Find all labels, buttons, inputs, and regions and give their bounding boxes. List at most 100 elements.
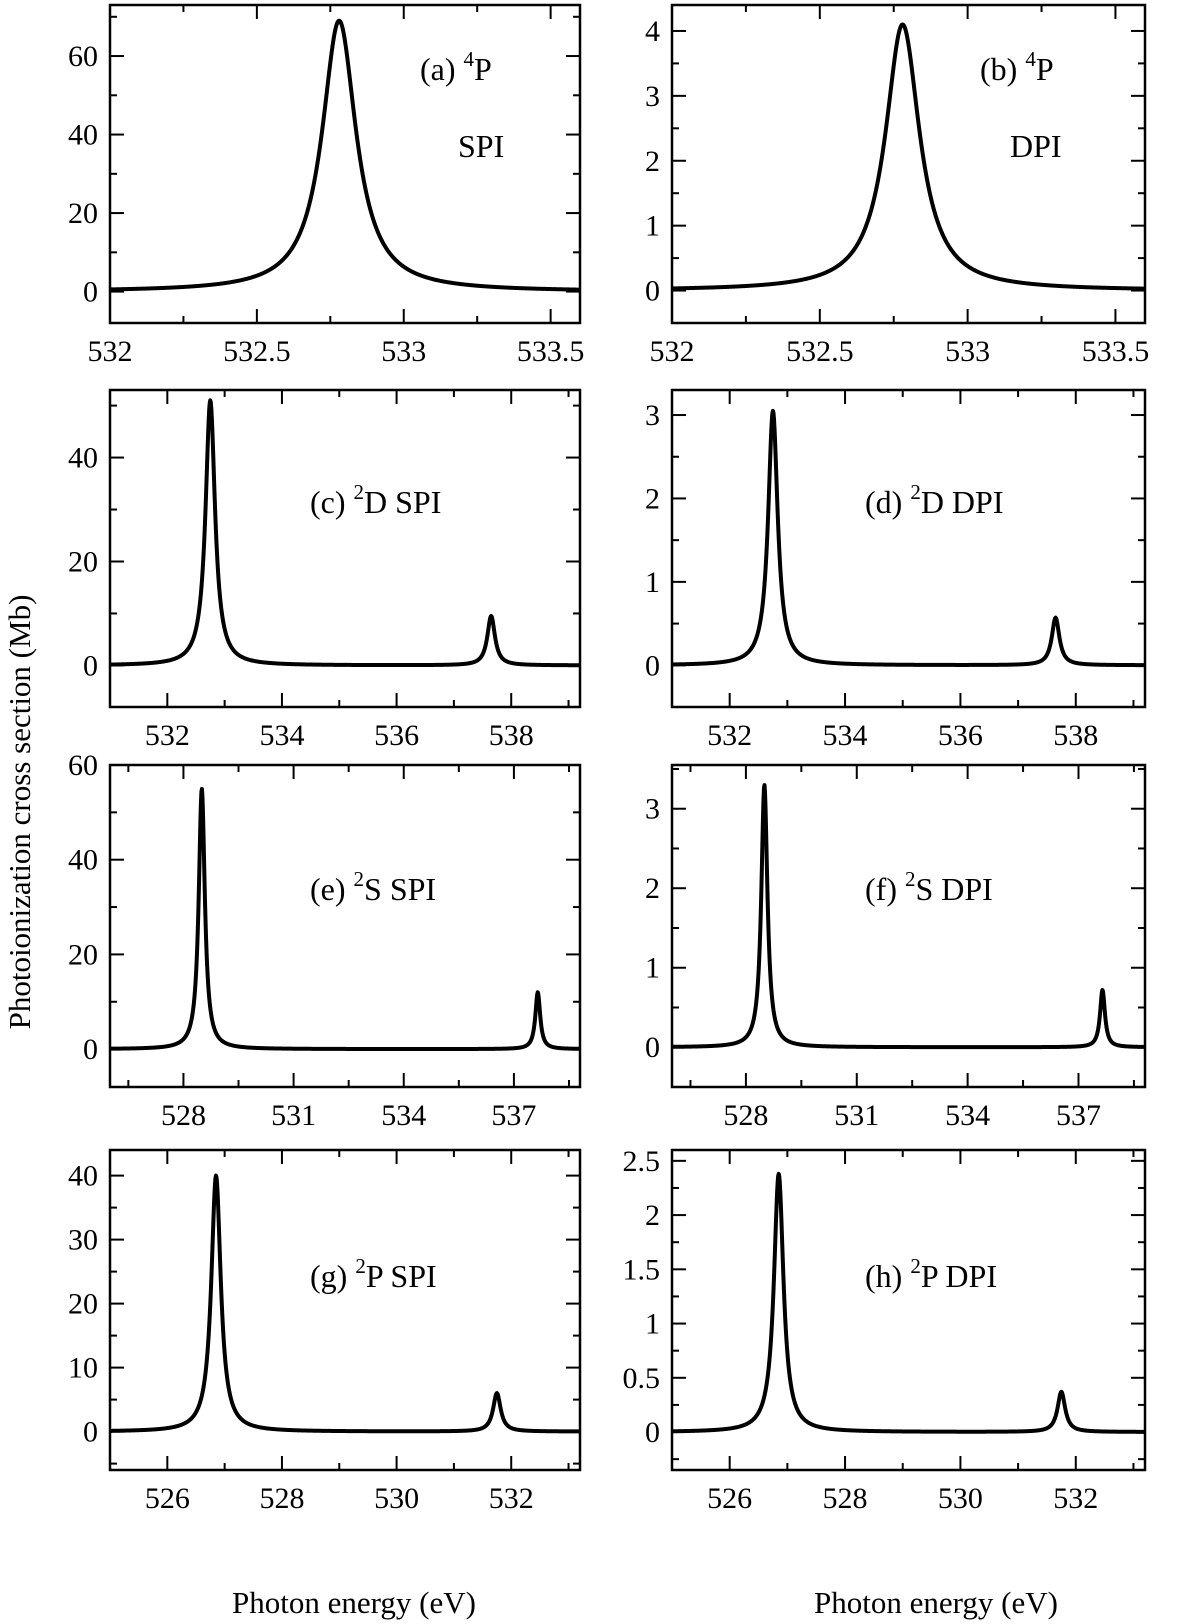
y-tick-label: 0	[83, 649, 98, 682]
x-tick-label: 536	[374, 719, 419, 752]
panel-annotation-method: DPI	[1010, 128, 1062, 164]
y-tick-label: 2	[645, 482, 660, 515]
spectrum-line	[670, 22, 1147, 291]
panel-annotation: (f) 2S DPI	[865, 867, 993, 907]
x-tick-label: 530	[938, 1482, 983, 1515]
plot-frame	[670, 1148, 1147, 1472]
x-tick-label: 526	[707, 1482, 752, 1515]
y-tick-label: 2	[645, 872, 660, 905]
y-axis-title: Photoionization cross section (Mb)	[2, 595, 37, 1030]
x-tick-label: 528	[161, 1099, 206, 1132]
x-tick-label: 532	[650, 335, 695, 368]
spectrum-line	[108, 786, 582, 1052]
panel-annotation-method: SPI	[458, 128, 504, 164]
plot-frame	[670, 763, 1147, 1089]
x-tick-label: 526	[145, 1482, 190, 1515]
y-tick-label: 1	[645, 1308, 660, 1341]
x-tick-label: 532.5	[223, 335, 291, 368]
x-tick-label: 537	[491, 1099, 536, 1132]
y-tick-label: 60	[68, 40, 98, 73]
spectrum-line	[108, 1173, 582, 1434]
y-tick-label: 20	[68, 197, 98, 230]
y-tick-label: 0	[83, 276, 98, 309]
panel-a: 532 532.5 533 533.5 0 20 40 60 (a) 4P SPI	[68, 3, 585, 368]
x-tick-label: 532	[489, 1482, 534, 1515]
y-tick-label: 0	[83, 1416, 98, 1449]
panel-annotation: (b) 4P	[980, 47, 1054, 87]
x-tick-label: 532	[145, 719, 190, 752]
spectrum-line	[108, 398, 582, 668]
panel-annotation: (g) 2P SPI	[310, 1254, 437, 1294]
x-tick-label: 528	[823, 1482, 868, 1515]
y-tick-label: 0	[83, 1033, 98, 1066]
y-tick-label: 10	[68, 1352, 98, 1385]
x-tick-label: 537	[1056, 1099, 1101, 1132]
y-tick-label: 40	[68, 844, 98, 877]
y-tick-label: 3	[645, 399, 660, 432]
y-tick-label: 2	[645, 145, 660, 178]
x-axis-title-left: Photon energy (eV)	[232, 1585, 476, 1620]
x-tick-label: 533	[945, 335, 990, 368]
y-tick-label: 0	[645, 1031, 660, 1064]
x-tick-label: 532	[707, 719, 752, 752]
x-axis-title-right: Photon energy (eV)	[814, 1585, 1058, 1620]
x-tick-label: 531	[271, 1099, 316, 1132]
y-tick-label: 20	[68, 545, 98, 578]
x-tick-label: 534	[945, 1099, 990, 1132]
spectrum-line	[670, 408, 1147, 668]
x-tick-label: 528	[723, 1099, 768, 1132]
y-tick-label: 2.5	[623, 1145, 661, 1178]
panel-c: 532 534 536 538 0 20 40 (c) 2D SPI	[68, 388, 582, 752]
x-tick-label: 533.5	[1082, 335, 1150, 368]
y-tick-label: 20	[68, 938, 98, 971]
spectrum-line	[670, 783, 1147, 1050]
panel-h: 526 528 530 532 0 0.5 1 1.5 2 2.5 (h) 2P DPI	[623, 1145, 1147, 1515]
x-tick-label: 534	[823, 719, 868, 752]
panel-annotation: (h) 2P DPI	[865, 1254, 997, 1294]
y-tick-label: 3	[645, 80, 660, 113]
plot-frame	[108, 388, 582, 709]
panel-e: 528 531 534 537 0 20 40 60 (e) 2S SPI	[68, 749, 582, 1132]
plot-frame	[108, 1148, 582, 1472]
y-tick-label: 0	[645, 649, 660, 682]
y-tick-label: 0.5	[623, 1362, 661, 1395]
y-tick-label: 1	[645, 952, 660, 985]
x-tick-label: 532	[88, 335, 133, 368]
y-tick-label: 40	[68, 1160, 98, 1193]
plot-frame	[108, 763, 582, 1089]
y-tick-label: 4	[645, 15, 660, 48]
panel-annotation: (e) 2S SPI	[310, 867, 436, 907]
x-tick-label: 532	[1053, 1482, 1098, 1515]
y-tick-label: 60	[68, 749, 98, 782]
plot-frame	[670, 3, 1147, 325]
y-tick-label: 0	[645, 275, 660, 308]
plot-frame	[108, 3, 582, 325]
y-tick-label: 3	[645, 793, 660, 826]
x-tick-label: 536	[938, 719, 983, 752]
y-tick-label: 30	[68, 1224, 98, 1257]
panel-annotation: (a) 4P	[420, 47, 492, 87]
x-tick-label: 534	[381, 1099, 426, 1132]
y-tick-label: 1.5	[623, 1253, 661, 1286]
panel-g: 526 528 530 532 0 10 20 30 40 (g) 2P SPI	[68, 1148, 582, 1515]
y-tick-label: 20	[68, 1288, 98, 1321]
panel-annotation: (c) 2D SPI	[310, 480, 441, 520]
x-tick-label: 531	[834, 1099, 879, 1132]
x-tick-label: 534	[259, 719, 304, 752]
panel-d: 532 534 536 538 0 1 2 3 (d) 2D DPI	[645, 388, 1147, 752]
y-tick-label: 40	[68, 442, 98, 475]
x-tick-label: 538	[1053, 719, 1098, 752]
panel-annotation: (d) 2D DPI	[865, 480, 1003, 520]
panel-b: 532 532.5 533 533.5 0 1 2 3 4 (b) 4P DPI	[645, 3, 1150, 368]
y-tick-label: 0	[645, 1416, 660, 1449]
y-tick-label: 2	[645, 1199, 660, 1232]
x-tick-label: 533.5	[517, 335, 585, 368]
x-tick-label: 533	[381, 335, 426, 368]
x-tick-label: 530	[374, 1482, 419, 1515]
y-tick-label: 1	[645, 210, 660, 243]
x-tick-label: 538	[489, 719, 534, 752]
y-tick-label: 40	[68, 119, 98, 152]
spectrum-line	[108, 18, 582, 292]
y-tick-label: 1	[645, 566, 660, 599]
